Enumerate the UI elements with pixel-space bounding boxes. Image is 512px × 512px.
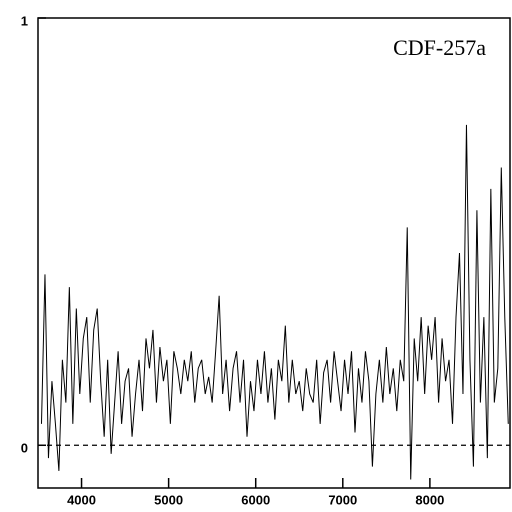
plot-frame — [37, 17, 511, 489]
y-tick-label: 1 — [21, 13, 28, 28]
spectrum-line — [40, 124, 509, 480]
x-tick-label: 8000 — [415, 492, 444, 507]
annotation: CDF-257a — [393, 35, 486, 60]
x-tick-label: 5000 — [154, 492, 183, 507]
x-tick-label: 6000 — [241, 492, 270, 507]
y-tick-label: 0 — [21, 441, 28, 456]
x-tick-label: 7000 — [328, 492, 357, 507]
x-tick-label: 4000 — [67, 492, 96, 507]
